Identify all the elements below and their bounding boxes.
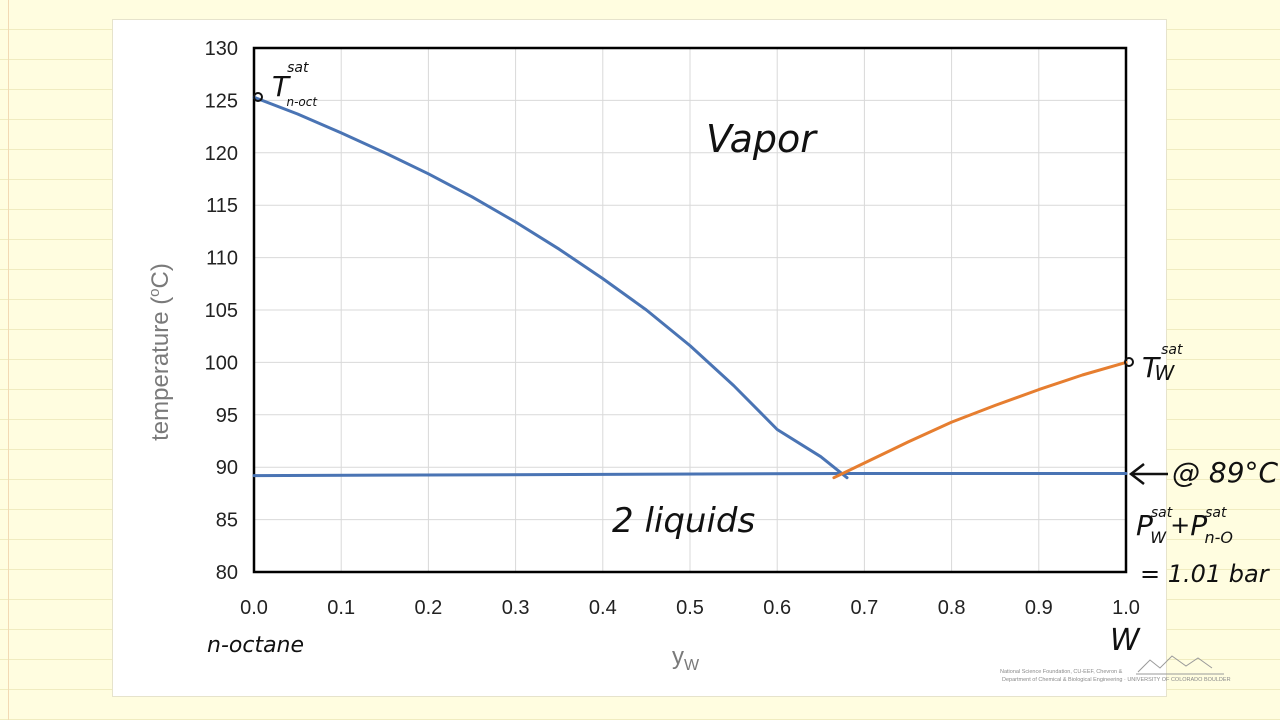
x-axis-title: yW — [672, 643, 700, 674]
x-tick-label: 0.8 — [938, 597, 966, 619]
slide-card — [112, 19, 1167, 697]
t-sat-noctane-label: Tsat n-oct — [272, 60, 318, 109]
noctane-endpoint-marker — [253, 92, 263, 102]
plot-area-frame — [252, 46, 1128, 574]
x-tick-label: 0.5 — [676, 597, 704, 619]
x-tick-label: 0.9 — [1025, 597, 1053, 619]
y-tick-label: 130 — [205, 38, 238, 60]
y-tick-label: 110 — [206, 248, 238, 270]
y-tick-label: 115 — [206, 195, 238, 217]
t-sat-water-label: Tsat W — [1142, 342, 1183, 385]
x-tick-label: 0.1 — [327, 597, 355, 619]
tick-labels: 0.0 0.1 0.2 0.3 0.4 0.5 0.6 0.7 0.8 0.9 1.0 130 125 1… — [205, 38, 1140, 619]
noctane-axis-end-label: n-octane — [207, 633, 304, 658]
series-lines — [252, 95, 1128, 480]
x-tick-label: 0.3 — [502, 597, 530, 619]
series-line-3 — [832, 360, 1128, 480]
y-tick-label: 90 — [216, 457, 238, 479]
y-axis-title: temperature (oC) — [146, 263, 174, 441]
mountain-logo-icon — [1136, 655, 1224, 675]
vapor-pressure-sum-label: Psat W +Psat n-O — [1136, 505, 1233, 547]
y-tick-label: 95 — [216, 405, 238, 427]
water-axis-end-label: W — [1110, 623, 1141, 658]
credit-line-2: Department of Chemical & Biological Engi… — [1002, 677, 1231, 683]
y-tick-label: 105 — [205, 300, 238, 322]
x-tick-label: 0.6 — [763, 597, 791, 619]
y-tick-label: 100 — [205, 352, 238, 374]
series-line-1 — [252, 95, 849, 480]
y-tick-label: 120 — [205, 143, 238, 165]
two-liquids-region-label: 2 liquids — [612, 501, 755, 541]
x-tick-label: 0.0 — [240, 597, 268, 619]
x-tick-label: 1.0 — [1112, 597, 1140, 619]
pressure-value-label: = 1.01 bar — [1140, 560, 1271, 588]
arrow-head — [1128, 463, 1145, 485]
y-tick-label: 125 — [205, 90, 238, 112]
x-tick-label: 0.7 — [850, 597, 878, 619]
grid — [253, 47, 1127, 573]
x-tick-label: 0.4 — [589, 597, 617, 619]
water-endpoint-marker — [1124, 357, 1134, 367]
three-phase-temp-label: @ 89°C — [1172, 456, 1279, 489]
series-line-2 — [252, 472, 1128, 478]
notebook-margin — [8, 0, 9, 720]
y-tick-label: 85 — [216, 510, 238, 532]
y-tick-label: 80 — [216, 562, 238, 584]
vapor-region-label: Vapor — [706, 117, 818, 161]
x-tick-label: 0.2 — [414, 597, 442, 619]
credit-line-1: National Science Foundation, CU-EEF, Che… — [1000, 669, 1123, 675]
